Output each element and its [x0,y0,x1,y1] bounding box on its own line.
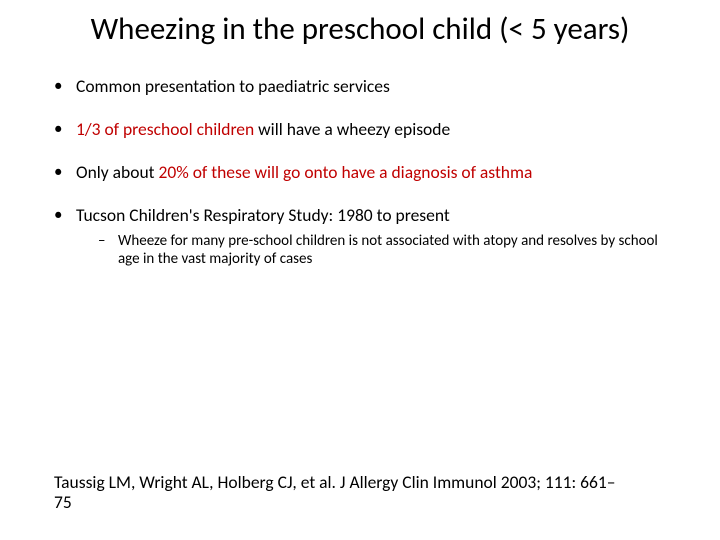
bullet-item: Common presentation to paediatric servic… [54,76,680,97]
slide: Wheezing in the preschool child (< 5 yea… [0,0,720,540]
slide-title: Wheezing in the preschool child (< 5 yea… [40,12,680,48]
bullet-item: 1/3 of preschool children will have a wh… [54,119,680,140]
bullet-text: Tucson Children's Respiratory Study: 198… [76,204,450,226]
bullet-text-pre: Only about [76,161,159,183]
bullet-list: Common presentation to paediatric servic… [40,76,680,268]
bullet-text: Common presentation to paediatric servic… [76,75,390,97]
sub-bullet-list: Wheeze for many pre-school children is n… [76,232,680,268]
citation: Taussig LM, Wright AL, Holberg CJ, et al… [40,472,680,512]
bullet-text-highlight: 20% of these will go onto have a diagnos… [159,161,533,183]
bullet-text-highlight: 1/3 of preschool children [76,118,254,140]
bullet-item: Only about 20% of these will go onto hav… [54,162,680,183]
bullet-text-post: will have a wheezy episode [254,118,450,140]
sub-bullet-text: Wheeze for many pre-school children is n… [118,232,658,268]
citation-line2: 75 [54,491,72,513]
citation-line1: Taussig LM, Wright AL, Holberg CJ, et al… [54,471,615,493]
sub-bullet-item: Wheeze for many pre-school children is n… [98,232,680,268]
bullet-item: Tucson Children's Respiratory Study: 198… [54,205,680,268]
